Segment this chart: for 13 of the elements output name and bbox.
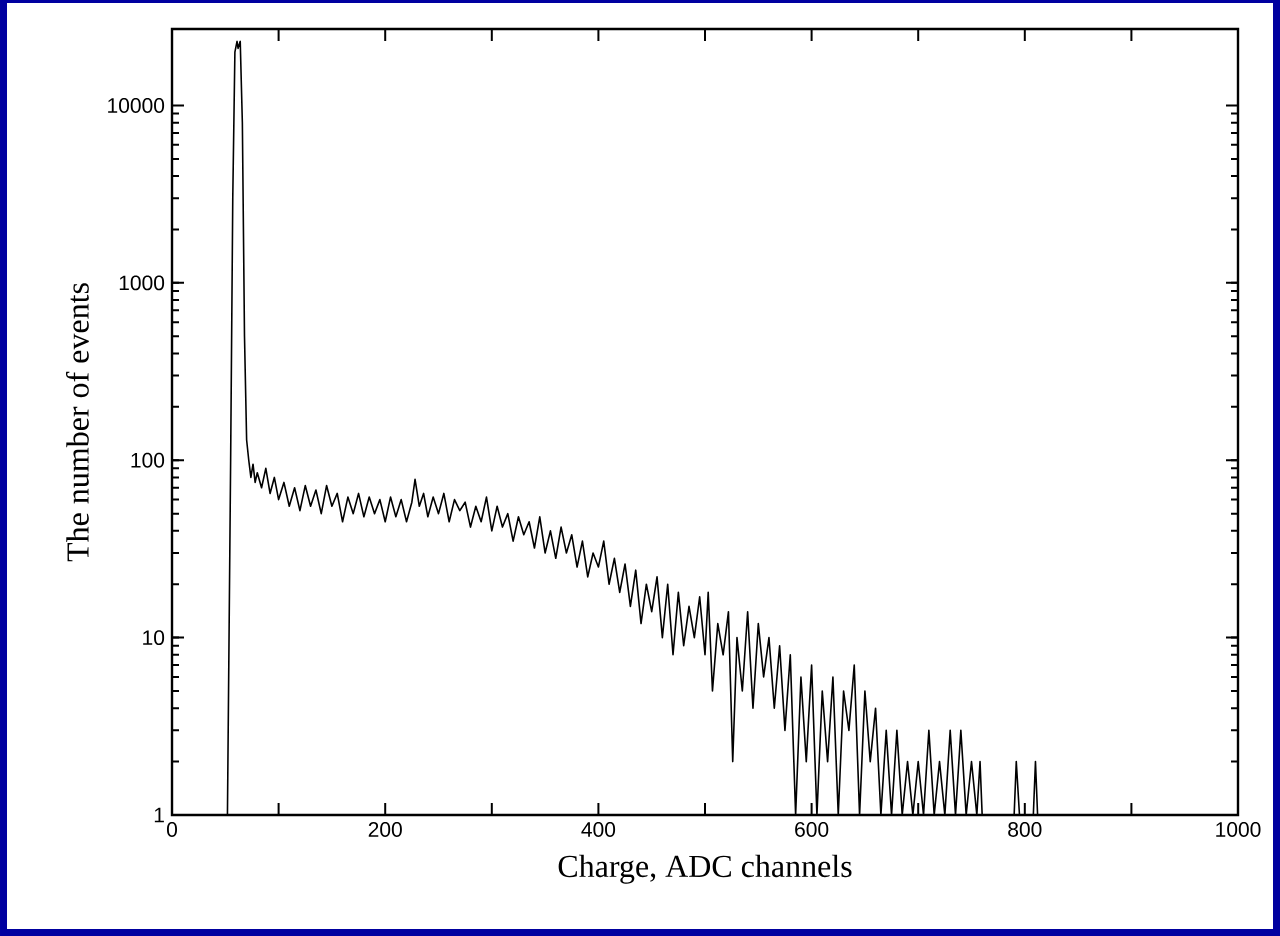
x-tick-label: 800 (1008, 822, 1042, 837)
x-tick-label: 200 (368, 822, 402, 837)
x-tick-label: 600 (795, 822, 829, 837)
y-axis-title: The number of events (65, 283, 89, 562)
y-tick-label: 1000 (119, 275, 165, 291)
x-tick-label: 1000 (1216, 822, 1261, 837)
y-tick-label: 100 (131, 452, 165, 468)
y-tick-label: 10 (143, 630, 165, 646)
x-tick-label: 0 (166, 822, 178, 837)
y-tick-label: 10000 (108, 98, 165, 113)
y-tick-label: 1 (154, 807, 164, 823)
x-tick-label: 400 (581, 822, 616, 837)
x-axis-title: Charge, ADC channels (558, 854, 852, 884)
